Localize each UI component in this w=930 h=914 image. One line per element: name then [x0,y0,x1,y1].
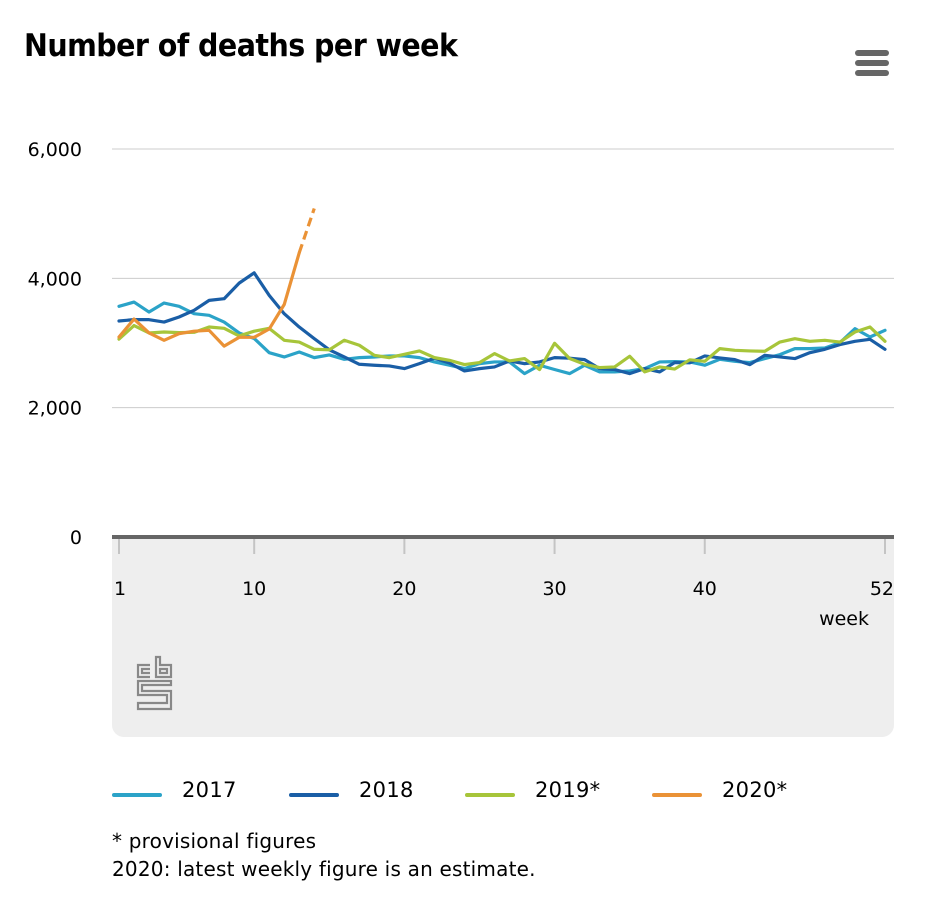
legend-swatch-2020 [652,793,702,797]
legend-label: 2018 [359,778,414,802]
chart-title: Number of deaths per week [24,28,458,64]
series-lines [117,207,887,376]
gridlines [112,148,894,409]
x-axis-title: week [819,608,869,630]
series-2019 [117,323,887,374]
legend-label: 2019* [535,778,601,802]
cbs-logo-icon [136,655,173,711]
legend-swatch-2018 [289,793,339,797]
x-tick-label: 52 [870,578,894,600]
legend-swatch-2019 [465,793,515,797]
series-2020 [117,207,316,348]
line-2018 [117,271,887,376]
legend-swatch-2017 [112,793,162,797]
x-axis-panel [112,537,894,737]
x-tick-label: 30 [542,578,566,600]
x-tick-label: 20 [392,578,416,600]
y-tick-label: 0 [70,527,82,549]
y-tick-label: 4,000 [28,268,82,290]
footnote-estimate: 2020: latest weekly figure is an estimat… [112,857,536,881]
x-tick-label: 10 [242,578,266,600]
menu-bar [855,60,889,66]
x-tick-label: 1 [114,578,126,600]
legend-label: 2020* [722,778,788,802]
menu-bar [855,70,889,76]
series-2018 [117,271,887,376]
menu-bar [855,50,889,56]
footnote-provisional: * provisional figures [112,829,317,853]
line-2020-estimate [297,207,316,254]
x-axis: 1 10 20 30 40 52 [112,535,894,600]
y-tick-label: 2,000 [28,398,82,420]
x-tick-label: 40 [693,578,717,600]
chart-legend: 2017 2018 2019* 2020* [112,775,832,809]
hamburger-menu-icon[interactable] [853,48,891,80]
line-2020 [117,251,301,348]
y-tick-label: 6,000 [28,139,82,161]
legend-label: 2017 [182,778,237,802]
line-2019 [117,323,887,374]
y-axis-labels: 0 2,000 4,000 6,000 [28,139,82,549]
